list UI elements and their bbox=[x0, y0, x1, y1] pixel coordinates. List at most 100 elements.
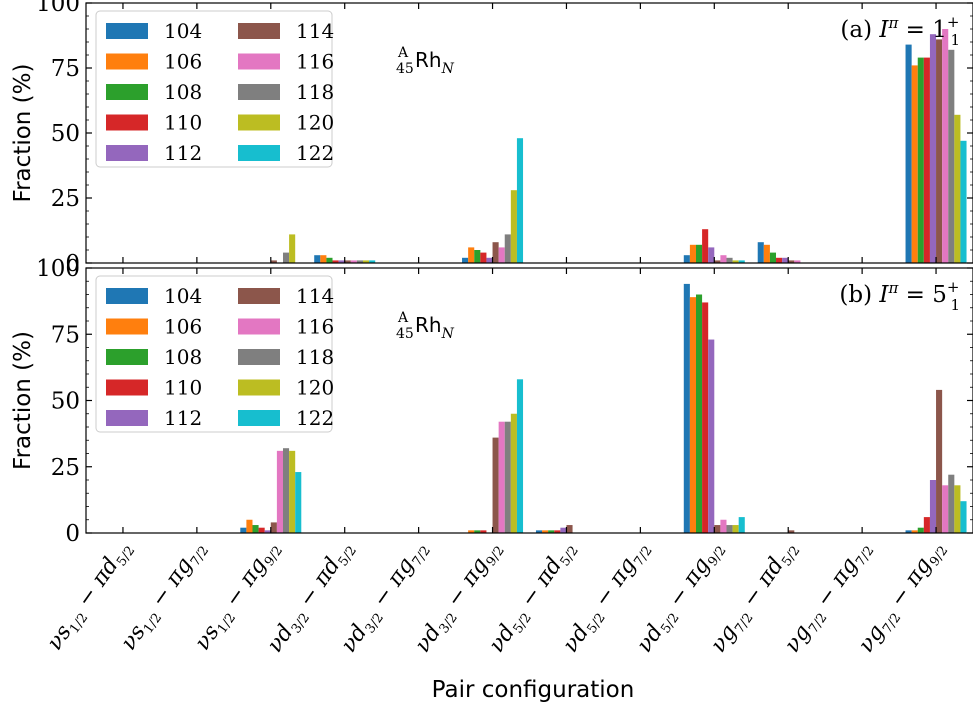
legend-label-118: 118 bbox=[296, 80, 334, 104]
legend-label-122: 122 bbox=[296, 406, 334, 430]
bar-104-cat-11 bbox=[905, 44, 912, 263]
panel-a: 0 25 50 75 100 Fraction (%) (a) Iπ = 1+ 1 A45 RhN… bbox=[10, 0, 973, 277]
bar-110-cat-5 bbox=[480, 252, 487, 263]
legend-swatch-110 bbox=[106, 379, 148, 396]
legend-label-120: 120 bbox=[296, 376, 334, 400]
y-tick-label: 100 bbox=[36, 0, 80, 17]
bar-110-cat-5 bbox=[480, 530, 487, 533]
bar-112-cat-2 bbox=[264, 530, 271, 533]
bar-116-cat-9 bbox=[794, 260, 801, 263]
bar-104-cat-6 bbox=[535, 530, 543, 533]
y-tick-label: 50 bbox=[51, 389, 80, 415]
bar-120-cat-11 bbox=[954, 485, 961, 533]
bar-118-cat-8 bbox=[726, 525, 733, 533]
bar-114-cat-8 bbox=[714, 260, 721, 263]
legend-swatch-118 bbox=[238, 349, 280, 365]
legend-label-122: 122 bbox=[296, 141, 334, 165]
bar-108-cat-11 bbox=[917, 57, 924, 263]
panel-b: 0 25 50 75 100 Fraction (%) (b) Iπ = 5+ 1 A45 RhN… bbox=[10, 256, 973, 547]
legend: 104 106 108 110 112 114 116 118 120 122 bbox=[95, 10, 334, 168]
legend-swatch-106 bbox=[106, 318, 148, 335]
bar-104-cat-8 bbox=[683, 283, 690, 533]
legend-swatch-108 bbox=[106, 84, 148, 100]
bar-108-cat-11 bbox=[917, 527, 924, 533]
bar-106-cat-8 bbox=[689, 297, 696, 533]
bar-106-cat-3 bbox=[320, 255, 327, 263]
bar-118-cat-11 bbox=[948, 49, 955, 263]
legend-label-116: 116 bbox=[296, 315, 334, 339]
bar-108-cat-2 bbox=[252, 525, 259, 533]
bar-114-cat-2 bbox=[270, 522, 277, 533]
panel-label: (b) Iπ = 5+ 1 bbox=[839, 278, 960, 314]
y-tick-label: 25 bbox=[51, 455, 80, 481]
bar-110-cat-11 bbox=[923, 57, 930, 263]
bar-118-cat-2 bbox=[282, 252, 290, 263]
bar-106-cat-9 bbox=[763, 244, 770, 263]
bar-120-cat-11 bbox=[954, 114, 961, 263]
legend-swatch-110 bbox=[106, 114, 148, 131]
bar-116-cat-11 bbox=[942, 485, 949, 533]
bar-118-cat-8 bbox=[726, 257, 733, 263]
bar-106-cat-8 bbox=[689, 244, 696, 263]
bar-122-cat-8 bbox=[738, 517, 745, 533]
bar-116-cat-3 bbox=[350, 260, 357, 263]
bar-114-cat-11 bbox=[936, 389, 943, 533]
legend-label-110: 110 bbox=[164, 111, 202, 135]
legend-swatch-122 bbox=[238, 410, 280, 426]
bar-106-cat-5 bbox=[468, 530, 475, 533]
bar-106-cat-6 bbox=[542, 530, 549, 533]
bar-110-cat-6 bbox=[554, 530, 561, 533]
bar-114-cat-11 bbox=[936, 39, 943, 264]
legend-label-110: 110 bbox=[164, 376, 202, 400]
y-tick-label: 75 bbox=[51, 56, 80, 82]
bar-120-cat-8 bbox=[732, 525, 739, 533]
bar-114-cat-8 bbox=[714, 525, 721, 533]
bar-122-cat-11 bbox=[960, 501, 967, 533]
bar-112-cat-8 bbox=[708, 339, 715, 533]
y-tick-label: 0 bbox=[65, 521, 80, 547]
bar-122-cat-5 bbox=[516, 379, 524, 533]
y-tick-label: 50 bbox=[51, 121, 80, 147]
bar-114-cat-9 bbox=[788, 260, 795, 263]
bar-108-cat-8 bbox=[695, 294, 703, 533]
bar-110-cat-11 bbox=[923, 517, 930, 533]
bar-116-cat-5 bbox=[498, 247, 505, 263]
nucleus-proton-number: 45 bbox=[396, 61, 414, 77]
nucleus-symbol: RhN bbox=[415, 48, 455, 77]
bar-104-cat-5 bbox=[462, 257, 469, 263]
bar-110-cat-3 bbox=[332, 260, 339, 263]
bar-112-cat-11 bbox=[929, 480, 937, 533]
legend-label-118: 118 bbox=[296, 345, 334, 369]
legend-swatch-120 bbox=[238, 379, 280, 396]
bar-122-cat-8 bbox=[738, 260, 745, 263]
bar-116-cat-11 bbox=[942, 29, 949, 263]
legend-label-106: 106 bbox=[164, 315, 202, 339]
bar-108-cat-5 bbox=[474, 530, 481, 533]
legend-label-120: 120 bbox=[296, 111, 334, 135]
bar-116-cat-5 bbox=[498, 421, 505, 533]
legend-swatch-122 bbox=[238, 145, 280, 161]
bar-118-cat-5 bbox=[504, 421, 511, 533]
bar-114-cat-3 bbox=[344, 260, 351, 263]
bar-116-cat-2 bbox=[276, 450, 283, 533]
bar-120-cat-3 bbox=[363, 260, 370, 263]
bar-118-cat-5 bbox=[504, 234, 511, 263]
bar-118-cat-3 bbox=[356, 260, 364, 263]
legend-swatch-118 bbox=[238, 84, 280, 100]
legend-swatch-108 bbox=[106, 349, 148, 365]
bar-104-cat-11 bbox=[905, 530, 912, 533]
legend-swatch-116 bbox=[238, 318, 280, 335]
legend-label-106: 106 bbox=[164, 50, 202, 74]
bar-120-cat-5 bbox=[510, 190, 517, 263]
legend-swatch-120 bbox=[238, 114, 280, 131]
y-tick-label: 0 bbox=[65, 251, 80, 277]
bar-116-cat-8 bbox=[720, 255, 727, 263]
legend-swatch-116 bbox=[238, 53, 280, 70]
y-axis-label: Fraction (%) bbox=[10, 64, 36, 203]
bar-116-cat-8 bbox=[720, 519, 727, 533]
bar-122-cat-11 bbox=[960, 140, 967, 263]
bar-106-cat-5 bbox=[468, 247, 475, 263]
